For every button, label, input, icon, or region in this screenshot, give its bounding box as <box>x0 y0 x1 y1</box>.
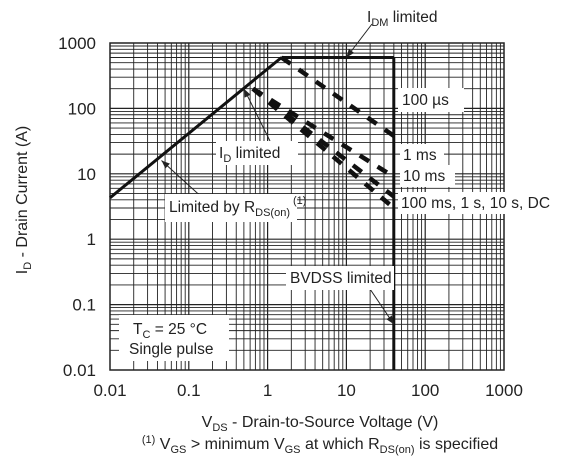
label-10ms: 10 ms <box>403 168 445 185</box>
bvdss-limited-label: BVDSS limited <box>290 270 392 287</box>
label-dc: 100 ms, 1 s, 10 s, DC <box>401 195 550 212</box>
label-bg-10ms <box>400 165 455 187</box>
label-bg-rds <box>165 194 297 222</box>
label-bg-conditions <box>119 315 229 361</box>
idm-limited-label: IDM limited <box>367 9 438 29</box>
y-tick-label: 1 <box>87 230 96 249</box>
series-line-5 <box>251 86 395 179</box>
id-limited-label: ID limited <box>219 145 280 165</box>
y-tick-label: 10 <box>77 165 96 184</box>
label-100us: 100 µs <box>402 92 449 109</box>
id-pointer-head <box>243 88 251 98</box>
tick-labels: 0.01 0.1 1 10 100 1000 0.01 0.1 1 10 100 1000 <box>58 34 523 400</box>
y-tick-label: 0.1 <box>72 296 96 315</box>
single-pulse-label: Single pulse <box>129 341 213 358</box>
y-tick-label: 1000 <box>58 34 96 53</box>
footnote: (1) VGS > minimum VGS at which RDS(on) i… <box>142 434 498 456</box>
idm-pointer-head <box>346 48 355 58</box>
y-tick-label: 100 <box>68 99 96 118</box>
id-pointer <box>243 88 271 142</box>
series-line-7 <box>251 86 396 210</box>
series-line-1 <box>109 56 283 199</box>
x-tick-label: 0.01 <box>93 381 126 400</box>
bvdss-pointer-head <box>386 315 394 325</box>
x-tick-label: 1 <box>263 381 272 400</box>
series-lines <box>109 55 396 370</box>
x-tick-label: 0.1 <box>177 381 201 400</box>
x-tick-label: 10 <box>337 381 356 400</box>
series-line-4 <box>280 55 396 138</box>
label-1ms: 1 ms <box>403 147 437 164</box>
label-bg-1ms <box>400 144 444 166</box>
label-bg-bvdss <box>286 266 394 290</box>
tc-label: TC = 25 °C <box>133 321 207 341</box>
x-tick-label: 1000 <box>485 381 523 400</box>
rds-limited-label: Limited by RDS(on)(1) <box>169 195 306 219</box>
x-tick-label: 100 <box>411 381 439 400</box>
rds-pointer-head <box>161 160 170 169</box>
label-bg-dc <box>398 192 542 214</box>
x-axis-label: VDS - Drain-to-Source Voltage (V) <box>202 414 439 434</box>
y-tick-label: 0.01 <box>63 361 96 380</box>
label-bg-id <box>216 141 298 165</box>
y-axis-label: ID - Drain Current (A) <box>14 126 34 274</box>
label-bg-100us <box>398 88 464 112</box>
